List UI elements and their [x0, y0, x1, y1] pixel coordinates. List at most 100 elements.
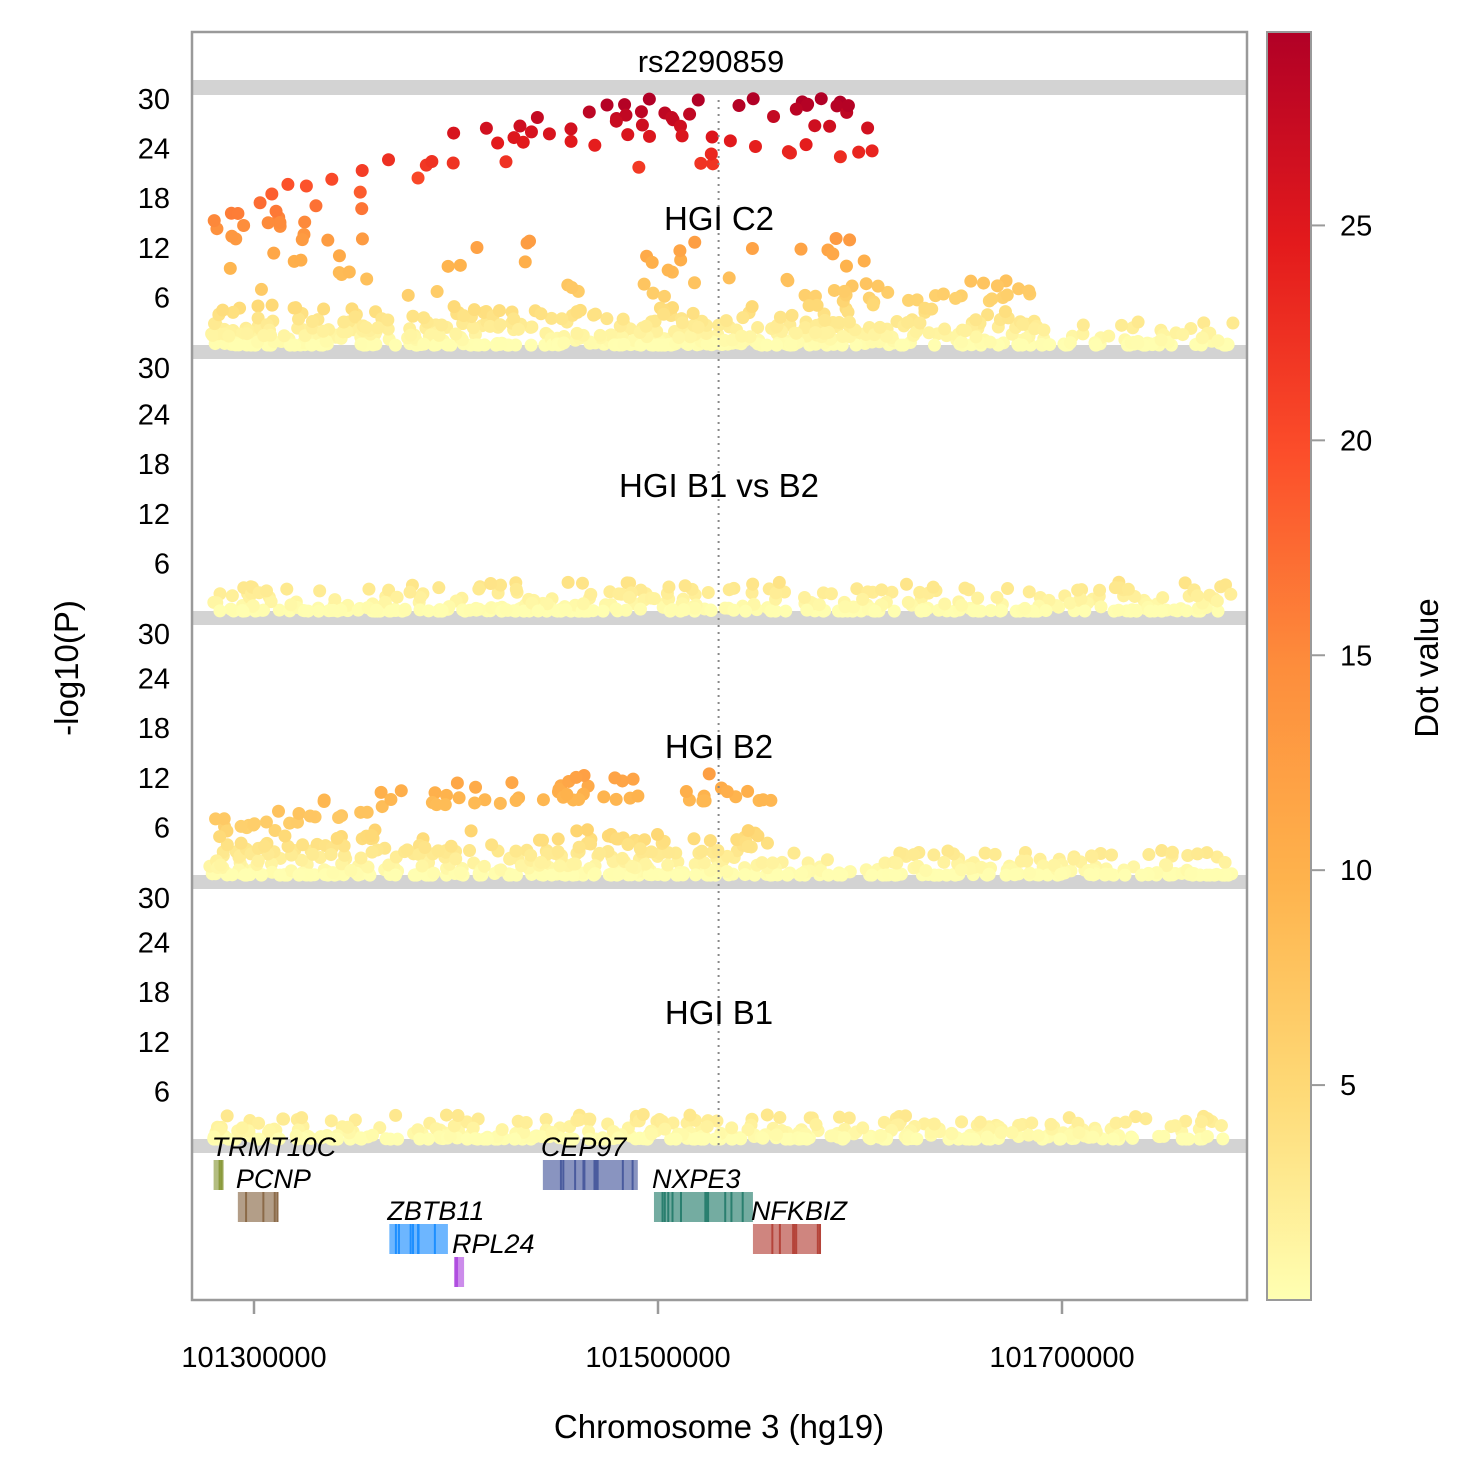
snp-point: [303, 809, 317, 823]
snp-point: [485, 838, 499, 852]
snp-point: [617, 337, 631, 351]
snp-point: [1160, 859, 1174, 873]
gene-exon: [730, 1192, 733, 1222]
snp-point: [700, 1120, 714, 1134]
snp-point: [1131, 336, 1145, 350]
snp-point: [781, 274, 795, 288]
snp-point: [621, 128, 635, 142]
snp-point: [637, 277, 651, 291]
snp-point: [354, 337, 368, 351]
snp-point: [691, 320, 705, 334]
snp-point: [1071, 1116, 1085, 1130]
snp-point: [444, 839, 458, 853]
gene-exon: [433, 1224, 436, 1254]
gene-exon: [394, 1224, 397, 1254]
y-tick-label: 6: [154, 1076, 170, 1108]
snp-point: [384, 792, 398, 806]
snp-point: [299, 179, 313, 193]
snp-point: [837, 1131, 851, 1145]
snp-point: [799, 138, 813, 152]
snp-point: [1155, 604, 1169, 618]
snp-point: [741, 839, 755, 853]
snp-point: [812, 598, 826, 612]
snp-point: [326, 866, 340, 880]
snp-point: [360, 805, 374, 819]
gene-label: NXPE3: [652, 1164, 741, 1194]
snp-point: [1224, 587, 1238, 601]
snp-point: [582, 105, 596, 119]
snp-point: [207, 1130, 221, 1144]
snp-point: [447, 126, 461, 140]
snp-point: [927, 1117, 941, 1131]
snp-point: [478, 793, 492, 807]
colorbar-tick-label: 15: [1340, 640, 1372, 672]
snp-point: [741, 784, 755, 798]
snp-point: [400, 843, 414, 857]
snp-point: [789, 326, 803, 340]
snp-point: [1022, 1128, 1036, 1142]
snp-point: [704, 147, 718, 161]
snp-point: [535, 1130, 549, 1144]
snp-point: [969, 313, 983, 327]
snp-point: [220, 838, 234, 852]
snp-point: [794, 242, 808, 256]
snp-point: [990, 279, 1004, 293]
snp-point: [720, 864, 734, 878]
snp-point: [536, 793, 550, 807]
snp-point: [899, 1109, 913, 1123]
snp-point: [841, 305, 855, 319]
snp-point: [618, 98, 632, 112]
snp-point: [1072, 1126, 1086, 1140]
snp-point: [622, 590, 636, 604]
y-tick-label: 6: [154, 282, 170, 314]
snp-point: [432, 328, 446, 342]
snp-point: [958, 581, 972, 595]
snp-point: [973, 1115, 987, 1129]
snp-point: [592, 846, 606, 860]
snp-point: [708, 1132, 722, 1146]
snp-point: [539, 1112, 553, 1126]
snp-point: [955, 335, 969, 349]
panel-title: HGI C2: [664, 200, 774, 237]
snp-point: [978, 846, 992, 860]
snp-point: [954, 863, 968, 877]
snp-point: [540, 597, 554, 611]
gene-exon: [707, 1192, 710, 1222]
snp-point: [277, 329, 291, 343]
snp-point: [741, 824, 755, 838]
snp-point: [231, 206, 245, 220]
snp-point: [292, 868, 306, 882]
snp-point: [704, 604, 718, 618]
snp-point: [509, 794, 523, 808]
snp-point: [553, 859, 567, 873]
snp-point: [1022, 284, 1036, 298]
snp-point: [1098, 867, 1112, 881]
gene-label: ZBTB11: [386, 1196, 484, 1226]
snp-point: [1115, 318, 1129, 332]
snp-point: [838, 600, 852, 614]
snp-point: [292, 806, 306, 820]
snp-point: [254, 868, 268, 882]
snp-point: [223, 261, 237, 275]
snp-point: [463, 844, 477, 858]
y-tick-label: 24: [138, 400, 170, 432]
snp-point: [796, 1132, 810, 1146]
snp-point: [1012, 282, 1026, 296]
snp-point: [881, 285, 895, 299]
snp-point: [507, 312, 521, 326]
snp-point: [342, 265, 356, 279]
gene-exon: [704, 1192, 707, 1222]
snp-point: [551, 845, 565, 859]
snp-point: [706, 157, 720, 171]
snp-point: [564, 122, 578, 136]
snp-point: [1211, 334, 1225, 348]
snp-point: [672, 331, 686, 345]
snp-point: [842, 315, 856, 329]
snp-point: [984, 604, 998, 618]
snp-point: [746, 92, 760, 106]
gene-exon: [631, 1160, 634, 1190]
snp-point: [1112, 603, 1126, 617]
snp-point: [683, 1108, 697, 1122]
top-header-band: [192, 80, 1247, 95]
snp-point: [295, 233, 309, 247]
